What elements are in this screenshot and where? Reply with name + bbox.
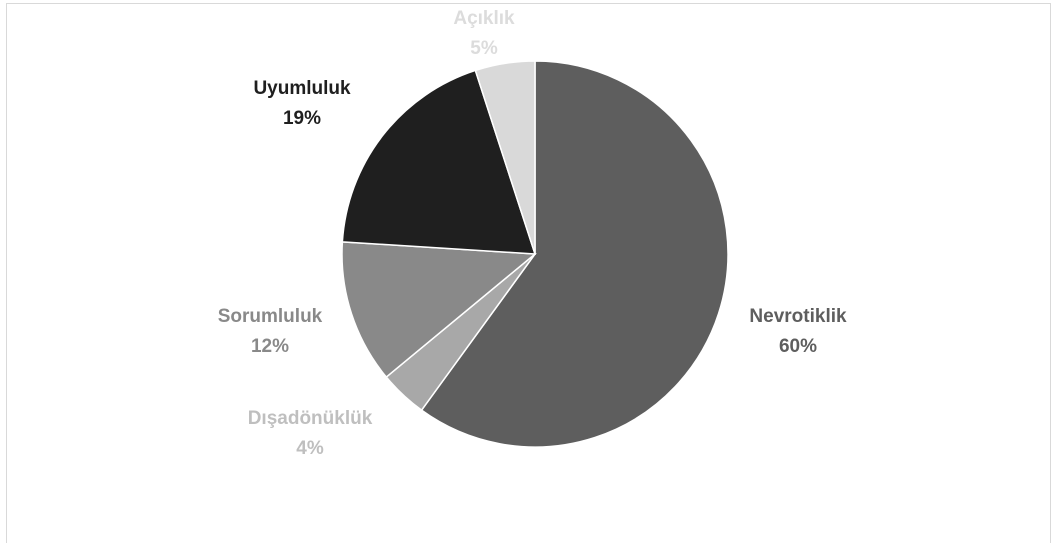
data-label-uyumluluk: Uyumluluk 19% <box>253 78 351 129</box>
pie-slices <box>341 60 729 448</box>
pie-slice-nevrotiklik <box>420 60 729 448</box>
slice-label-disadonukluk: Dışadönüklük <box>248 408 373 429</box>
chart-area <box>6 3 1051 543</box>
pie-data-labels: Nevrotiklik 60% Dışadönüklük 4% Sorumluluk 12… <box>218 8 847 459</box>
slice-label-aciklik: Açıklık <box>453 8 515 29</box>
slice-value-uyumluluk: 19% <box>283 108 321 129</box>
slice-label-sorumluluk: Sorumluluk <box>218 306 323 327</box>
slice-label-nevrotiklik: Nevrotiklik <box>749 306 847 327</box>
slice-value-sorumluluk: 12% <box>251 336 289 357</box>
slice-value-nevrotiklik: 60% <box>779 336 817 357</box>
slice-label-uyumluluk: Uyumluluk <box>253 78 351 99</box>
slice-value-aciklik: 5% <box>470 38 498 59</box>
pie-chart: Nevrotiklik 60% Dışadönüklük 4% Sorumluluk 12… <box>218 8 847 459</box>
pie-slice-aciklik <box>474 60 536 255</box>
data-label-disadonukluk: Dışadönüklük 4% <box>248 408 373 459</box>
pie-slice-uyumluluk <box>341 69 537 255</box>
data-label-sorumluluk: Sorumluluk 12% <box>218 306 323 357</box>
slice-value-disadonukluk: 4% <box>296 438 324 459</box>
data-label-aciklik: Açıklık 5% <box>453 8 515 59</box>
data-label-nevrotiklik: Nevrotiklik 60% <box>749 306 847 357</box>
pie-slice-sorumluluk <box>341 241 537 379</box>
